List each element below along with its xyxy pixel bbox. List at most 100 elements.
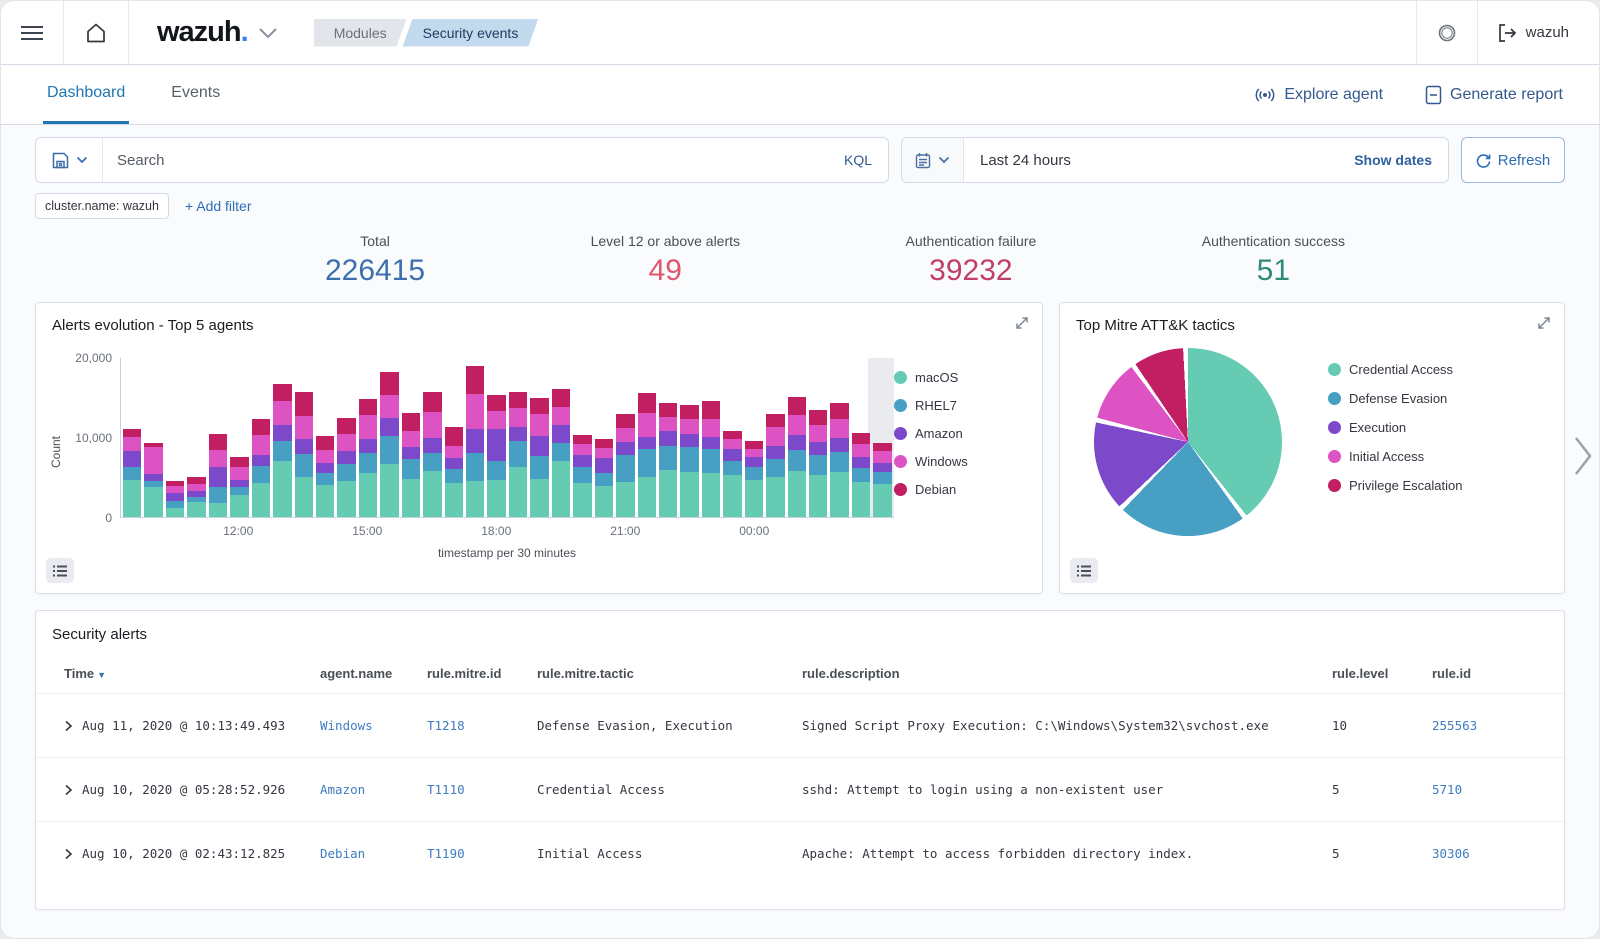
breadcrumb-modules[interactable]: Modules (314, 19, 407, 47)
legend-item-debian[interactable]: Debian (894, 482, 1032, 497)
legend-label: RHEL7 (915, 398, 957, 413)
stacked-bar[interactable] (616, 414, 634, 517)
stacked-bar[interactable] (680, 405, 698, 517)
legend-item-initial-access[interactable]: Initial Access (1328, 449, 1462, 464)
x-tick-label: 12:00 (223, 524, 253, 538)
expand-icon[interactable] (1536, 315, 1552, 331)
stacked-bar[interactable] (487, 395, 505, 517)
bar-segment-macos (402, 479, 420, 517)
inspect-list-button[interactable] (46, 558, 74, 583)
legend-item-rhel7[interactable]: RHEL7 (894, 398, 1032, 413)
stacked-bar[interactable] (252, 419, 270, 517)
stacked-bar[interactable] (573, 435, 591, 517)
legend-item-amazon[interactable]: Amazon (894, 426, 1032, 441)
stacked-bar[interactable] (809, 410, 827, 517)
bar-segment-rhel7 (487, 461, 505, 480)
column-header-time[interactable]: Time▼ (64, 666, 320, 681)
stacked-bar[interactable] (552, 389, 570, 517)
stacked-bar[interactable] (209, 434, 227, 517)
stacked-bar[interactable] (723, 431, 741, 517)
stacked-bar[interactable] (466, 366, 484, 517)
filter-chip[interactable]: cluster.name: wazuh (35, 193, 169, 219)
search-input[interactable] (103, 152, 828, 169)
column-header-rule-mitre-tactic[interactable]: rule.mitre.tactic (537, 666, 802, 681)
cell-rule-id[interactable]: 255563 (1432, 718, 1552, 733)
stacked-bar[interactable] (702, 401, 720, 517)
stacked-bar[interactable] (380, 372, 398, 517)
stacked-bar[interactable] (295, 392, 313, 517)
health-check-button[interactable] (1417, 1, 1477, 64)
stacked-bar[interactable] (766, 414, 784, 517)
generate-report-button[interactable]: Generate report (1425, 85, 1563, 105)
cell-mitre-id[interactable]: T1110 (427, 782, 537, 797)
expand-icon[interactable] (1014, 315, 1030, 331)
stat-value: 39232 (906, 254, 1037, 288)
legend-item-macos[interactable]: macOS (894, 370, 1032, 385)
legend-item-windows[interactable]: Windows (894, 454, 1032, 469)
expand-row-chevron-icon[interactable] (64, 784, 73, 796)
column-header-rule-level[interactable]: rule.level (1332, 666, 1432, 681)
kql-button[interactable]: KQL (828, 152, 888, 168)
cell-rule-id[interactable]: 30306 (1432, 846, 1552, 861)
bar-slot (166, 358, 184, 517)
quick-select-button[interactable] (902, 138, 964, 182)
legend-item-privilege-escalation[interactable]: Privilege Escalation (1328, 478, 1462, 493)
column-header-rule-description[interactable]: rule.description (802, 666, 1332, 681)
logout-button[interactable]: wazuh (1478, 1, 1599, 64)
expand-row-chevron-icon[interactable] (64, 720, 73, 732)
stacked-bar[interactable] (359, 399, 377, 517)
legend-item-execution[interactable]: Execution (1328, 420, 1462, 435)
stacked-bar[interactable] (230, 457, 248, 517)
expand-row-chevron-icon[interactable] (64, 848, 73, 860)
inspect-list-button[interactable] (1070, 558, 1098, 583)
add-filter-button[interactable]: + Add filter (185, 198, 252, 214)
column-header-rule-id[interactable]: rule.id (1432, 666, 1552, 681)
tab-dashboard[interactable]: Dashboard (43, 65, 129, 124)
time-range-value[interactable]: Last 24 hours (964, 152, 1338, 169)
bar-segment-amazon (766, 446, 784, 459)
cell-agent[interactable]: Amazon (320, 782, 427, 797)
stacked-bar[interactable] (530, 398, 548, 517)
stacked-bar[interactable] (852, 433, 870, 517)
refresh-button[interactable]: Refresh (1461, 137, 1565, 183)
legend-item-credential-access[interactable]: Credential Access (1328, 362, 1462, 377)
stacked-bar[interactable] (638, 393, 656, 517)
stacked-bar[interactable] (873, 443, 891, 517)
menu-button[interactable] (1, 1, 63, 64)
stacked-bar[interactable] (830, 403, 848, 517)
stacked-bar[interactable] (402, 413, 420, 517)
next-page-chevron-icon[interactable] (1572, 434, 1594, 478)
column-header-rule-mitre-id[interactable]: rule.mitre.id (427, 666, 537, 681)
stacked-bar[interactable] (144, 443, 162, 517)
column-header-agent-name[interactable]: agent.name (320, 666, 427, 681)
logo-chevron-down-icon[interactable] (258, 27, 278, 39)
stacked-bar[interactable] (337, 418, 355, 517)
bar-segment-amazon (466, 429, 484, 453)
stacked-bar[interactable] (423, 392, 441, 517)
legend-dot (894, 371, 907, 384)
pie-chart[interactable] (1094, 348, 1282, 536)
cell-mitre-id[interactable]: T1218 (427, 718, 537, 733)
stacked-bar[interactable] (166, 481, 184, 517)
cell-agent[interactable]: Windows (320, 718, 427, 733)
stacked-bar[interactable] (187, 477, 205, 517)
stacked-bar[interactable] (445, 427, 463, 517)
explore-agent-button[interactable]: Explore agent (1254, 86, 1383, 104)
stacked-bar[interactable] (788, 397, 806, 517)
stacked-bar[interactable] (745, 441, 763, 517)
cell-mitre-id[interactable]: T1190 (427, 846, 537, 861)
cell-rule-id[interactable]: 5710 (1432, 782, 1552, 797)
cell-agent[interactable]: Debian (320, 846, 427, 861)
stacked-bar[interactable] (595, 439, 613, 517)
legend-item-defense-evasion[interactable]: Defense Evasion (1328, 391, 1462, 406)
saved-queries-button[interactable] (36, 138, 103, 182)
tab-events[interactable]: Events (167, 65, 224, 124)
stacked-bar[interactable] (123, 429, 141, 517)
stacked-bar[interactable] (659, 403, 677, 517)
stacked-bar[interactable] (316, 436, 334, 517)
show-dates-button[interactable]: Show dates (1338, 152, 1448, 168)
stacked-bar[interactable] (273, 384, 291, 517)
breadcrumb-security-events[interactable]: Security events (403, 19, 539, 47)
home-button[interactable] (64, 1, 128, 64)
stacked-bar[interactable] (509, 392, 527, 517)
